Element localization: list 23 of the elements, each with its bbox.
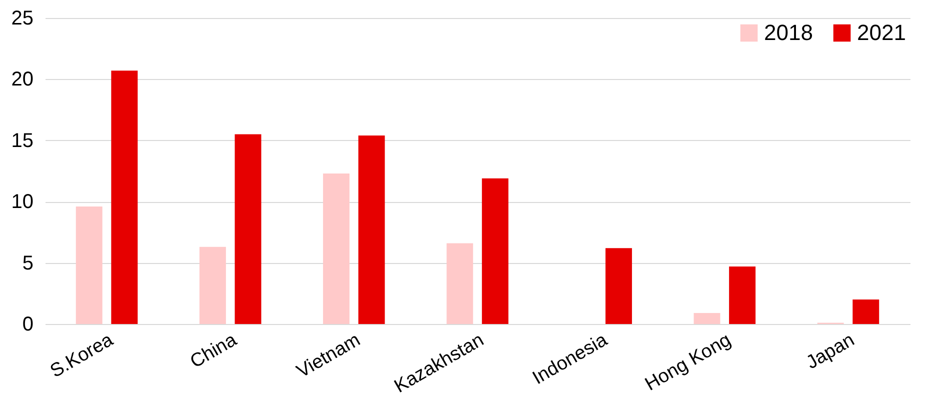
y-tick-label: 10 [11,191,34,214]
x-tick-label: China [186,329,241,373]
y-tick-label: 25 [11,8,34,30]
bar [234,134,262,324]
bar [358,136,385,324]
legend-label: 2021 [857,20,906,45]
bar [852,300,880,324]
y-tick-label: 0 [22,314,34,336]
x-tick-label: Hong Kong [642,330,735,396]
y-tick-label: 15 [11,130,34,152]
bar [729,266,756,324]
bar [76,206,102,324]
bar [482,178,508,324]
bar [446,243,474,324]
bar [694,312,720,324]
x-tick-label: Japan [802,330,858,374]
bar [111,70,138,324]
y-tick-label: 20 [11,68,34,91]
bar [605,248,632,324]
y-tick-label: 5 [22,252,34,274]
legend-label: 2018 [764,20,813,45]
bar [199,246,226,324]
bar [323,173,350,324]
